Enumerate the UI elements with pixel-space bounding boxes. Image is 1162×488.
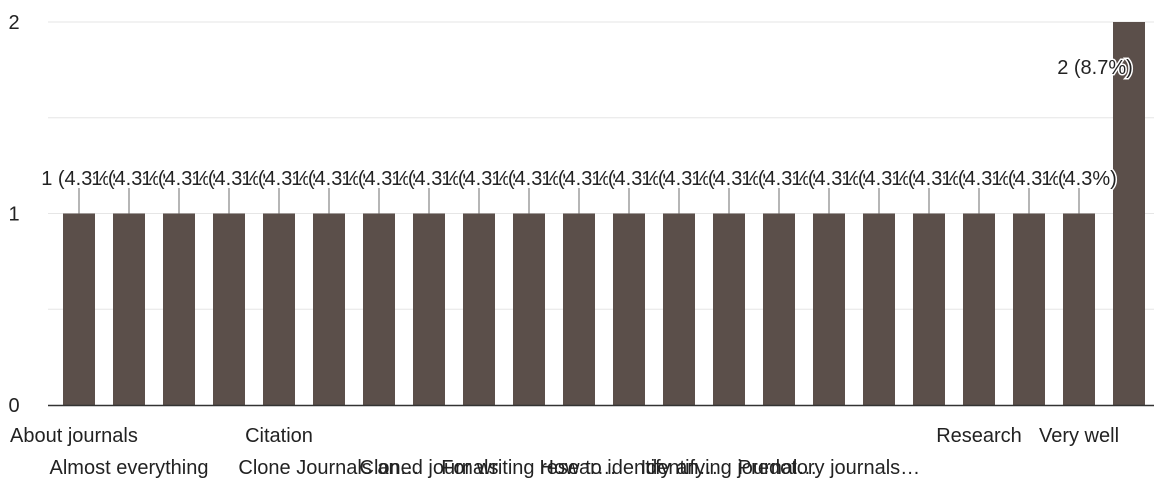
data-label: 1 (4.3%) <box>1041 168 1117 190</box>
data-label: 1 (4.3%) <box>641 168 717 190</box>
x-tick-label: How to identify an… <box>540 457 719 479</box>
bar <box>863 213 895 405</box>
bar <box>613 213 645 405</box>
x-tick-label: For writing resear… <box>441 457 617 479</box>
bar <box>763 213 795 405</box>
data-label: 1 (4.3%) <box>191 168 267 190</box>
data-label: 1 (4.3%) <box>741 168 817 190</box>
data-labels: 1 (4.3%)1 (4.3%)1 (4.3%)1 (4.3%)1 (4.3%)… <box>40 56 1134 214</box>
data-label: 1 (4.3%) <box>41 168 117 190</box>
bar <box>1013 213 1045 405</box>
y-axis-ticks: 0 1 2 <box>8 12 19 417</box>
bars <box>63 22 1145 405</box>
bar <box>413 213 445 405</box>
data-label: 1 (4.3%) <box>791 168 867 190</box>
bar <box>513 213 545 405</box>
data-label: 1 (4.3%) <box>341 168 417 190</box>
data-label: 1 (4.3%) <box>941 168 1017 190</box>
bar <box>713 213 745 405</box>
x-tick-label: Clone Journals an… <box>238 457 419 479</box>
data-label: 1 (4.3%) <box>491 168 567 190</box>
y-tick-label: 0 <box>8 395 19 417</box>
x-tick-label: Identifying journal… <box>641 457 818 479</box>
data-label: 1 (4.3%) <box>291 168 367 190</box>
x-tick-label: Research <box>936 425 1022 447</box>
bar <box>663 213 695 405</box>
bar <box>1063 213 1095 405</box>
bar <box>163 213 195 405</box>
y-tick-label: 2 <box>8 12 19 34</box>
data-label: 1 (4.3%) <box>441 168 517 190</box>
bar <box>913 213 945 405</box>
bar <box>463 213 495 405</box>
x-tick-label: Cloned journals <box>360 457 499 479</box>
x-tick-label: Predotory journals… <box>738 457 920 479</box>
bar <box>113 213 145 405</box>
data-label: 1 (4.3%) <box>891 168 967 190</box>
bar <box>213 213 245 405</box>
bar <box>363 213 395 405</box>
data-label: 1 (4.3%) <box>991 168 1067 190</box>
data-label: 1 (4.3%) <box>591 168 667 190</box>
bar <box>263 213 295 405</box>
bar <box>1113 22 1145 405</box>
bar <box>313 213 345 405</box>
bar <box>563 213 595 405</box>
x-tick-label: About journals <box>10 425 138 447</box>
data-label: 1 (4.3%) <box>391 168 467 190</box>
bar <box>813 213 845 405</box>
x-axis-tick-labels: About journals Almost everything Citation C… <box>10 425 1119 479</box>
data-label: 1 (4.3%) <box>141 168 217 190</box>
x-tick-label: Very well <box>1039 425 1119 447</box>
data-label: 1 (4.3%) <box>541 168 617 190</box>
data-label: 1 (4.3%) <box>91 168 167 190</box>
data-label: 1 (4.3%) <box>241 168 317 190</box>
bar <box>63 213 95 405</box>
data-label: 1 (4.3%) <box>691 168 767 190</box>
x-tick-label: Citation <box>245 425 313 447</box>
x-tick-label: Almost everything <box>50 457 209 479</box>
data-label: 2 (8.7%) <box>1057 57 1133 79</box>
y-tick-label: 1 <box>8 204 19 226</box>
data-label: 1 (4.3%) <box>841 168 917 190</box>
bar <box>963 213 995 405</box>
